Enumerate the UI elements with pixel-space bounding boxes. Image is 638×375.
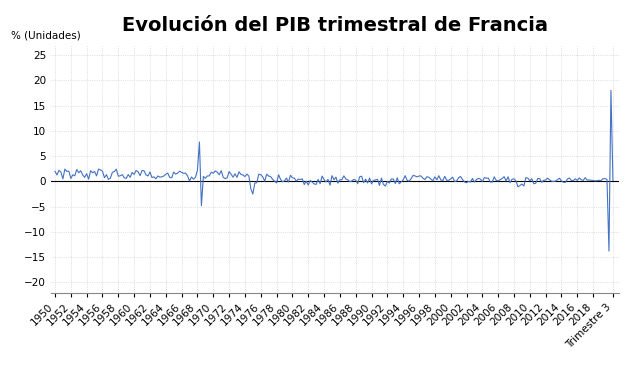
Legend: Variación trimestral del PIB de Francia: Variación trimestral del PIB de Francia — [85, 372, 327, 375]
Title: Evolución del PIB trimestral de Francia: Evolución del PIB trimestral de Francia — [122, 16, 548, 35]
Text: % (Unidades): % (Unidades) — [11, 30, 81, 40]
